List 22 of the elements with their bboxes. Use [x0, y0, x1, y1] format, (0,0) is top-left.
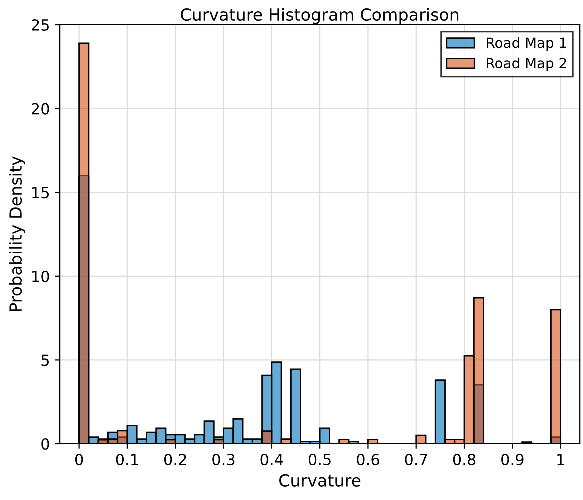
x-tick-label: 0.3 — [212, 454, 235, 466]
y-tick-label: 15 — [32, 187, 49, 199]
x-tick-label: 0.7 — [405, 454, 428, 466]
x-tick-label: 1 — [558, 454, 564, 466]
x-tick-label: 0.6 — [357, 454, 380, 466]
x-axis-title: Curvature — [280, 474, 361, 487]
x-tick-label: 0 — [75, 454, 84, 466]
chart-title: Curvature Histogram Comparison — [181, 8, 459, 24]
y-tick-label: 5 — [42, 354, 49, 366]
y-axis-title: Probability Density — [9, 156, 26, 312]
x-tick-label: 0.8 — [453, 454, 476, 466]
x-tick-label: 0.9 — [502, 454, 524, 466]
legend-label: Road Map 1 — [487, 38, 566, 51]
x-tick-label: 0.5 — [308, 454, 331, 466]
legend-label: Road Map 2 — [487, 58, 566, 72]
x-tick-label: 0.4 — [260, 454, 284, 466]
y-tick-label: 20 — [32, 103, 50, 115]
y-tick-label: 25 — [32, 19, 49, 32]
x-tick-label: 0.2 — [164, 454, 186, 466]
y-tick-label: 10 — [32, 270, 50, 282]
y-tick-label: 0 — [42, 438, 50, 450]
x-tick-label: 0.1 — [116, 454, 138, 466]
